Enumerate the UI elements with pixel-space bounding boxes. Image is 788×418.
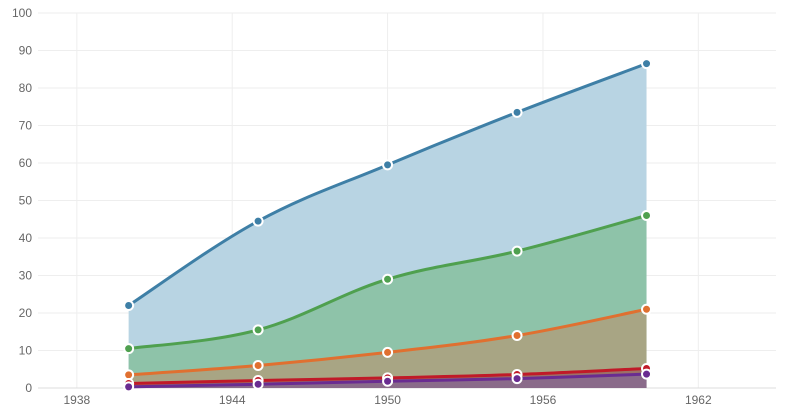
y-tick-label-100: 100 [12, 6, 32, 20]
x-axis: 1938 1944 1950 1956 1962 [63, 393, 711, 407]
y-tick-label-50: 50 [19, 194, 33, 208]
point-series-5-1950[interactable] [382, 375, 394, 387]
point-series-1-1940[interactable] [123, 300, 135, 311]
x-tick-label-1950: 1950 [374, 393, 401, 407]
y-tick-label-30: 30 [19, 269, 33, 283]
point-series-2-1940[interactable] [123, 343, 135, 355]
y-tick-label-70: 70 [19, 119, 33, 133]
point-series-2-1950[interactable] [382, 273, 394, 285]
y-tick-label-60: 60 [19, 156, 33, 170]
point-series-1-1945[interactable] [252, 215, 264, 227]
point-series-3-1960[interactable] [641, 303, 653, 315]
y-tick-label-90: 90 [19, 44, 33, 58]
point-series-5-1945[interactable] [252, 378, 264, 390]
point-series-1-1955[interactable] [511, 106, 523, 118]
point-series-2-1955[interactable] [511, 245, 523, 257]
x-tick-label-1962: 1962 [685, 393, 712, 407]
point-series-1-1950[interactable] [382, 159, 394, 171]
point-series-5-1955[interactable] [511, 373, 523, 385]
point-series-3-1955[interactable] [511, 330, 523, 341]
series-points [123, 58, 653, 393]
y-tick-label-0: 0 [25, 381, 32, 395]
point-series-3-1945[interactable] [252, 360, 264, 371]
y-tick-label-10: 10 [19, 344, 33, 358]
y-axis: 0 10 20 30 40 50 60 70 80 90 100 [12, 6, 32, 395]
y-tick-label-40: 40 [19, 231, 33, 245]
point-series-2-1945[interactable] [252, 324, 264, 336]
point-series-1-1960[interactable] [641, 58, 653, 70]
x-tick-label-1944: 1944 [219, 393, 246, 407]
point-series-2-1960[interactable] [641, 210, 653, 221]
point-series-3-1950[interactable] [382, 346, 394, 358]
point-series-5-1960[interactable] [641, 368, 653, 380]
point-series-5-1940[interactable] [123, 381, 135, 393]
y-tick-label-80: 80 [19, 81, 33, 95]
x-tick-label-1956: 1956 [530, 393, 557, 407]
x-tick-label-1938: 1938 [63, 393, 90, 407]
y-tick-label-20: 20 [19, 306, 33, 320]
